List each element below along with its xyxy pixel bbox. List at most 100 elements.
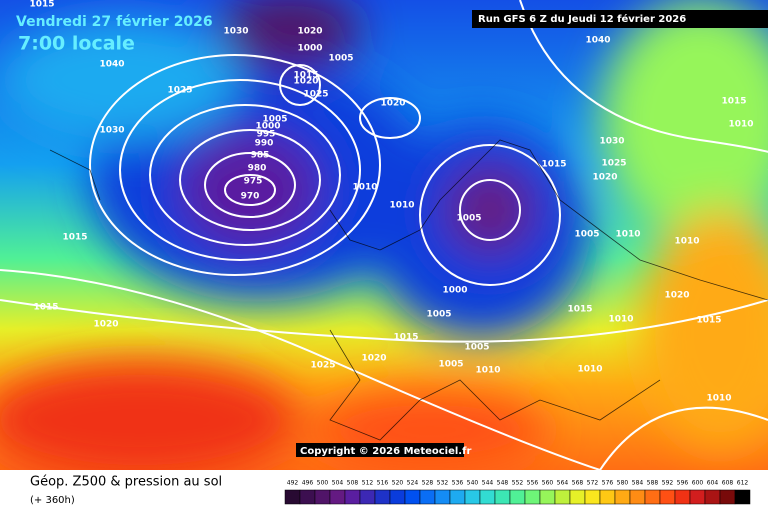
legend-swatch	[449, 489, 466, 505]
isobar-label: 985	[251, 151, 270, 161]
legend-swatch	[584, 489, 601, 505]
legend-tick-label: 588	[647, 480, 659, 487]
legend-tick-label: 604	[707, 480, 719, 487]
isobar-label: 1005	[456, 214, 481, 224]
legend-swatch	[614, 489, 631, 505]
isobar-label: 1005	[262, 115, 287, 125]
legend-tick-label: 496	[302, 480, 314, 487]
legend-swatch	[494, 489, 511, 505]
legend-swatch	[284, 489, 301, 505]
legend-tick-label: 612	[737, 480, 749, 487]
legend-tick-label: 508	[347, 480, 359, 487]
legend-swatch	[359, 489, 376, 505]
isobar-label: 1005	[574, 230, 599, 240]
copyright-banner	[296, 443, 464, 457]
isobar-label: 1020	[361, 354, 386, 364]
legend-swatch	[674, 489, 691, 505]
legend-swatch	[299, 489, 316, 505]
legend-swatch	[509, 489, 526, 505]
isobar-label: 975	[244, 177, 263, 187]
isobar-label: 1030	[99, 126, 124, 136]
isobar-label: 1005	[328, 54, 353, 64]
isobar-label: 1030	[599, 137, 624, 147]
legend-tick-label: 608	[722, 480, 734, 487]
legend-tick-label: 512	[362, 480, 374, 487]
legend-tick-label: 572	[587, 480, 599, 487]
isobar-label: 1000	[442, 286, 467, 296]
legend-swatch	[464, 489, 481, 505]
legend-swatch	[599, 489, 616, 505]
legend-swatch	[554, 489, 571, 505]
legend-swatch	[344, 489, 361, 505]
legend-tick-label: 556	[527, 480, 539, 487]
isobar-label: 1020	[293, 77, 318, 87]
legend-tick-label: 584	[632, 480, 644, 487]
isobar-label: 1005	[426, 310, 451, 320]
isobar-label: 990	[255, 139, 274, 149]
legend-tick-label: 548	[497, 480, 509, 487]
legend-tick-label: 564	[557, 480, 569, 487]
legend-swatch	[629, 489, 646, 505]
legend-tick-label: 540	[467, 480, 479, 487]
isobar-label: 1010	[352, 183, 377, 193]
legend-tick-label: 568	[572, 480, 584, 487]
isobar-label: 1005	[464, 343, 489, 353]
isobar-label: 1015	[567, 305, 592, 315]
legend-swatch	[329, 489, 346, 505]
isobar-label: 1020	[93, 320, 118, 330]
isobar-label: 1005	[438, 360, 463, 370]
isobar-label: 1000	[255, 122, 280, 132]
isobar-label: 1040	[99, 60, 124, 70]
legend-swatch	[524, 489, 541, 505]
legend-tick-label: 528	[422, 480, 434, 487]
isobar-label: 1025	[601, 159, 626, 169]
isobar-label: 1025	[167, 86, 192, 96]
isobar-label: 1040	[585, 36, 610, 46]
legend-swatch	[719, 489, 736, 505]
legend-tick-label: 536	[452, 480, 464, 487]
isobar-label: 1020	[297, 27, 322, 37]
isobar-label: 1015	[541, 160, 566, 170]
isobar-label: 1010	[577, 365, 602, 375]
isobar-label: 1000	[297, 44, 322, 54]
legend-tick-label: 504	[332, 480, 344, 487]
isobar-label: 1015	[393, 333, 418, 343]
legend-swatch	[479, 489, 496, 505]
legend-tick-label: 532	[437, 480, 449, 487]
legend-tick-label: 544	[482, 480, 494, 487]
legend-swatch	[689, 489, 706, 505]
legend-swatch	[434, 489, 451, 505]
isobar-label: 970	[241, 192, 260, 202]
footer-title: Géop. Z500 & pression au sol	[30, 475, 222, 490]
isobar-label: 1010	[475, 366, 500, 376]
legend-swatch	[419, 489, 436, 505]
isobar-label: 1025	[310, 361, 335, 371]
valid-time: 7:00 locale	[18, 33, 135, 55]
valid-date: Vendredi 27 février 2026	[16, 14, 213, 30]
isobar-label: 1025	[303, 90, 328, 100]
legend-tick-label: 560	[542, 480, 554, 487]
isobar-label: 1015	[293, 71, 318, 81]
isobar-label: 1010	[728, 120, 753, 130]
isobar-label: 1010	[389, 201, 414, 211]
isobar-label: 1010	[706, 394, 731, 404]
legend-swatch	[734, 489, 751, 505]
legend-tick-label: 592	[662, 480, 674, 487]
isobar-label: 1020	[592, 173, 617, 183]
isobar-label: 1020	[380, 99, 405, 109]
isobar-label: 1010	[615, 230, 640, 240]
legend-swatch	[389, 489, 406, 505]
legend-tick-label: 552	[512, 480, 524, 487]
run-info: Run GFS 6 Z du Jeudi 12 février 2026	[478, 13, 686, 25]
legend-tick-label: 516	[377, 480, 389, 487]
legend-tick-label: 524	[407, 480, 419, 487]
isobar-label: 1015	[33, 303, 58, 313]
legend-swatch	[659, 489, 676, 505]
legend-tick-label: 500	[317, 480, 329, 487]
legend-swatch	[704, 489, 721, 505]
legend-swatch	[404, 489, 421, 505]
isobar-label: 1015	[29, 0, 54, 10]
isobar-label: 1015	[62, 233, 87, 243]
isobar-label: 1015	[721, 97, 746, 107]
